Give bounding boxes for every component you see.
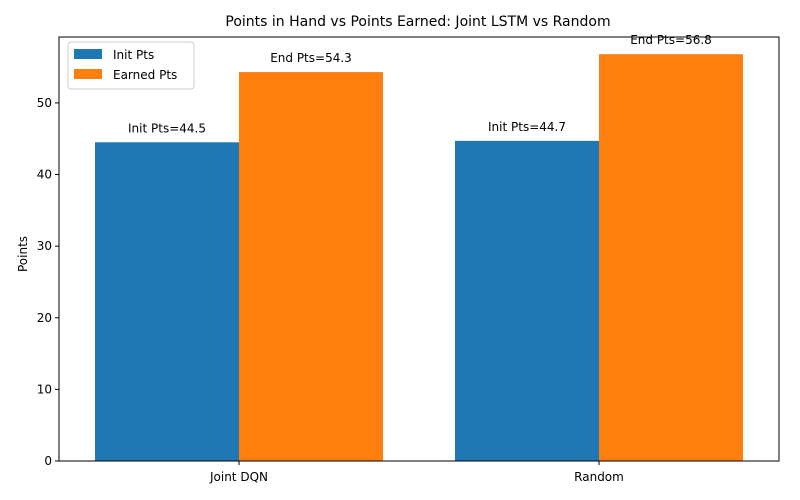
legend-label: Earned Pts [113,68,177,82]
bars-layer [95,54,743,462]
data-labels-layer: Init Pts=44.5 Init Pts=44.7 End Pts=54.3 En… [128,33,712,135]
data-label: End Pts=56.8 [630,33,712,47]
legend-swatch [74,49,102,59]
data-label: Init Pts=44.5 [128,121,206,135]
legend-swatch [74,69,102,79]
x-tick-label: Joint DQN [209,470,268,484]
bar-0-1 [455,140,599,461]
y-tick-label: 50 [37,96,52,110]
data-label: End Pts=54.3 [270,51,352,65]
y-axis-label: Points [16,236,30,272]
y-tick-label: 20 [37,311,52,325]
x-tick-label: Random [574,470,624,484]
bar-1-0 [239,72,383,461]
y-tick-label: 10 [37,382,52,396]
y-tick-label: 0 [44,454,52,468]
bar-0-0 [95,142,239,461]
legend: Init Pts Earned Pts [67,41,195,90]
plot-frame [58,36,780,462]
y-tick-label: 40 [37,168,52,182]
y-tick-label: 30 [37,239,52,253]
chart-title: Points in Hand vs Points Earned: Joint L… [225,14,610,30]
data-label: Init Pts=44.7 [488,120,566,134]
bar-1-1 [599,54,743,462]
legend-label: Init Pts [113,48,154,62]
axis-ticks: 0 10 20 30 40 50 Joint DQN Random [37,96,624,484]
